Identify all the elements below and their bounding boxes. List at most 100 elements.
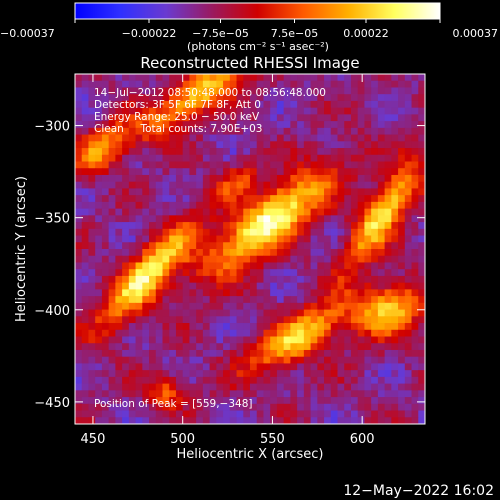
heatmap-cell [189, 349, 197, 358]
heatmap-cell [108, 356, 116, 364]
heatmap-cell [303, 208, 311, 216]
heatmap-cell [283, 275, 291, 284]
heatmap-cell [169, 302, 177, 310]
heatmap-cell [108, 235, 116, 243]
heatmap-cell [411, 208, 419, 216]
heatmap-cell [283, 316, 291, 324]
heatmap-cell [196, 302, 204, 310]
heatmap-cell [115, 417, 123, 424]
heatmap-cell [364, 228, 372, 236]
heatmap-cell [75, 100, 83, 109]
heatmap-cell [182, 228, 190, 236]
heatmap-cell [391, 255, 399, 263]
heatmap-cell [310, 376, 318, 385]
heatmap-cell [162, 410, 170, 418]
heatmap-cell [364, 255, 372, 263]
heatmap-cell [283, 242, 291, 250]
heatmap-cell [391, 80, 399, 88]
heatmap-cell [290, 309, 298, 317]
heatmap-cell [270, 80, 278, 88]
heatmap-cell [350, 181, 359, 189]
heatmap-cell [364, 215, 372, 223]
heatmap-cell [243, 107, 251, 115]
heatmap-cell [398, 161, 406, 169]
heatmap-cell [384, 134, 392, 142]
heatmap-cell [209, 148, 217, 156]
heatmap-cell [384, 349, 392, 358]
heatmap-cell [317, 100, 325, 109]
heatmap-cell [250, 329, 258, 337]
heatmap-cell [290, 107, 298, 115]
heatmap-cell [384, 181, 392, 189]
heatmap-cell [142, 100, 150, 109]
heatmap-cell [149, 242, 157, 250]
heatmap-cell [155, 80, 163, 88]
heatmap-cell [297, 255, 305, 263]
heatmap-cell [357, 336, 365, 344]
heatmap-cell [88, 269, 96, 277]
heatmap-cell [209, 269, 217, 277]
heatmap-cell [350, 390, 359, 398]
heatmap-cell [377, 255, 386, 263]
heatmap-cell [283, 417, 291, 424]
heatmap-cell [364, 383, 372, 391]
heatmap-cell [142, 349, 150, 358]
heatmap-cell [384, 410, 392, 418]
heatmap-cell [149, 134, 157, 142]
heatmap-cell [122, 161, 130, 169]
heatmap-cell [115, 107, 123, 115]
heatmap-cell [216, 148, 224, 156]
heatmap-cell [108, 121, 116, 129]
heatmap-cell [216, 275, 224, 284]
heatmap-cell [88, 316, 96, 324]
heatmap-cell [149, 269, 157, 277]
heatmap-cell [371, 107, 379, 115]
heatmap-cell [209, 376, 217, 385]
heatmap-cell [391, 309, 399, 317]
heatmap-cell [350, 289, 359, 297]
heatmap-cell [175, 228, 184, 236]
heatmap-cell [216, 188, 224, 196]
heatmap-cell [350, 174, 359, 183]
heatmap-cell [182, 410, 190, 418]
heatmap-cell [95, 289, 103, 297]
heatmap-cell [250, 363, 258, 371]
heatmap-cell [330, 80, 338, 88]
heatmap-cell [344, 356, 352, 364]
heatmap-cell [411, 235, 419, 243]
heatmap-cell [330, 174, 338, 183]
heatmap-cell [283, 94, 291, 102]
heatmap-cell [223, 107, 231, 115]
heatmap-cell [149, 188, 157, 196]
heatmap-cell [182, 336, 190, 344]
heatmap-cell [108, 127, 116, 135]
heatmap-cell [142, 235, 150, 243]
heatmap-cell [330, 302, 338, 310]
heatmap-cell [364, 370, 372, 378]
heatmap-cell [297, 168, 305, 176]
heatmap-cell [223, 154, 231, 162]
heatmap-cell [135, 195, 143, 203]
heatmap-cell [411, 127, 419, 135]
heatmap-cell [236, 188, 244, 196]
heatmap-cell [290, 336, 298, 344]
heatmap-cell [250, 397, 258, 405]
heatmap-cell [122, 87, 130, 95]
heatmap-cell [256, 255, 264, 263]
heatmap-cell [297, 289, 305, 297]
heatmap-cell [202, 336, 211, 344]
heatmap-cell [196, 336, 204, 344]
heatmap-cell [169, 343, 177, 351]
heatmap-cell [384, 235, 392, 243]
heatmap-cell [115, 114, 123, 122]
heatmap-cell [337, 390, 345, 398]
heatmap-cell [324, 390, 332, 398]
heatmap-cell [162, 309, 170, 317]
heatmap-cell [162, 343, 170, 351]
heatmap-cell [337, 323, 345, 331]
colorbar-ticks [74, 19, 441, 23]
heatmap-cell [256, 208, 264, 216]
heatmap-cell [243, 343, 251, 351]
heatmap-cell [371, 80, 379, 88]
heatmap-cell [223, 397, 231, 405]
